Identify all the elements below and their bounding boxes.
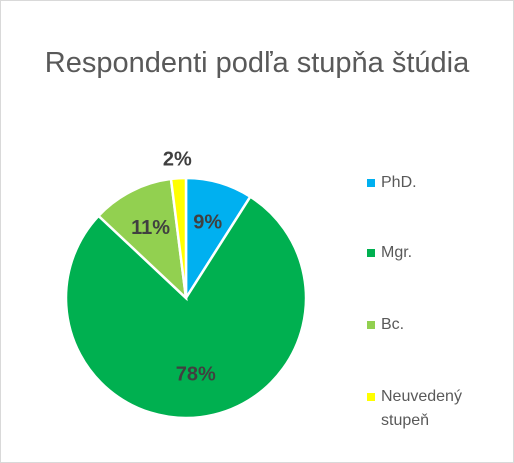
legend-swatch <box>367 321 375 329</box>
pie-slice <box>96 177 188 302</box>
data-label: 78% <box>176 364 216 386</box>
legend-label: Mgr. <box>381 244 413 261</box>
data-label: 9% <box>193 211 222 233</box>
legend-swatch <box>367 179 375 187</box>
pie-slice <box>169 176 188 299</box>
legend-swatch <box>367 249 375 257</box>
legend-label: Bc. <box>381 316 405 333</box>
legend-item: Bc. <box>367 313 507 337</box>
pie-slice <box>64 194 308 420</box>
legend-label: PhD. <box>381 174 417 191</box>
legend-label: Neuvedený stupeň <box>381 388 462 429</box>
legend-item: Mgr. <box>367 241 507 265</box>
legend-swatch <box>367 393 375 401</box>
legend-item: Neuvedený stupeň <box>367 385 507 433</box>
data-label: 11% <box>131 217 170 239</box>
legend-item: PhD. <box>367 171 507 195</box>
chart-title: Respondenti podľa stupňa štúdia <box>44 47 470 79</box>
data-label: 2% <box>163 149 192 171</box>
